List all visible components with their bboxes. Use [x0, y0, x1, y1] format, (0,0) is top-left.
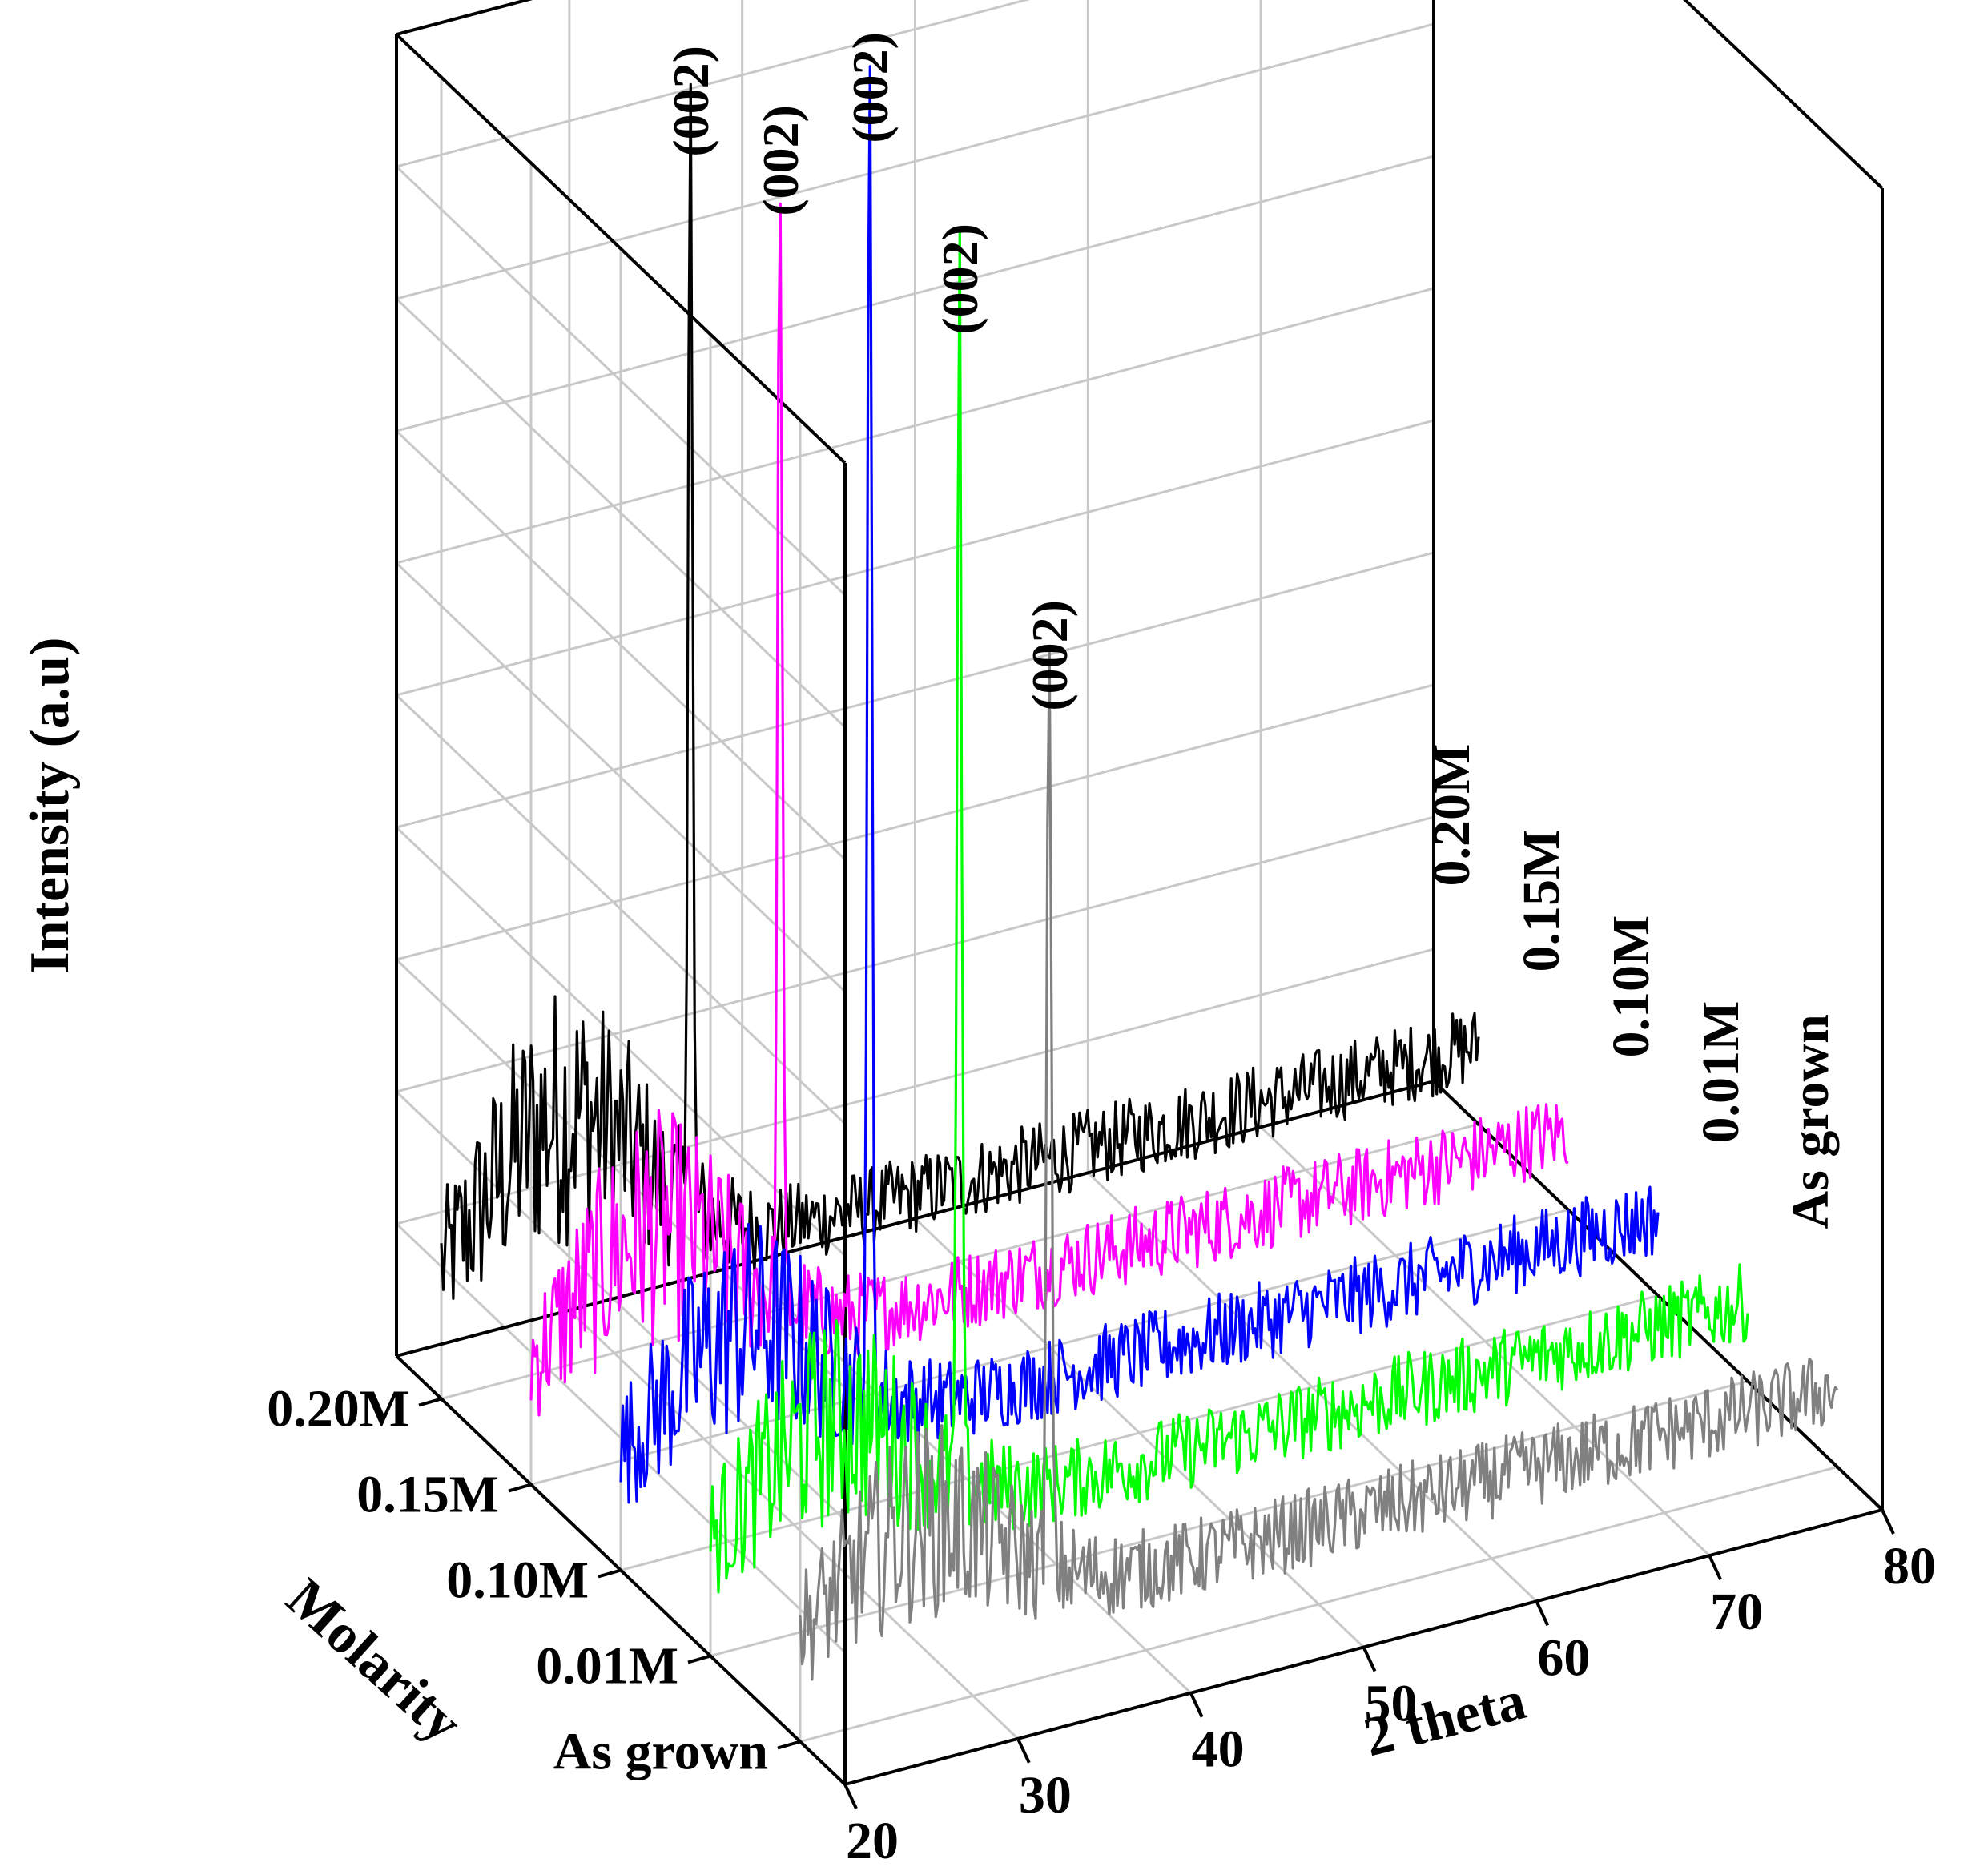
- peak-label: (002): [1021, 600, 1078, 711]
- x-tick-mark: [1708, 1555, 1722, 1581]
- grid-line: [396, 22, 1435, 300]
- grid-line: [620, 1294, 1659, 1571]
- frame-edge: [1683, 0, 1884, 190]
- x-tick-label: 40: [1192, 1720, 1245, 1779]
- series-end-label: 0.01M: [1692, 1001, 1750, 1144]
- grid-line: [396, 0, 1031, 168]
- z-axis-label: Intensity (a.u): [19, 637, 81, 973]
- x-tick-mark: [1189, 1692, 1204, 1718]
- x-tick-mark: [1362, 1646, 1377, 1672]
- y-tick-label: 0.15M: [356, 1466, 499, 1524]
- peak-label: (002): [932, 223, 988, 335]
- y-axis-label: Molarity: [275, 1567, 473, 1755]
- peak-label: (002): [752, 105, 809, 216]
- grid-line: [396, 683, 1435, 961]
- grid-line: [395, 561, 847, 993]
- grid-line: [396, 287, 1435, 565]
- peak-label: (002): [662, 46, 719, 157]
- grid-line: [395, 429, 847, 861]
- grid-lines: [395, 0, 1884, 1786]
- grid-line: [396, 419, 1435, 697]
- grid-line: [396, 815, 1435, 1093]
- y-tick-mark: [418, 1397, 442, 1407]
- grid-line: [799, 1466, 1838, 1743]
- x-tick-mark: [1881, 1509, 1895, 1535]
- series-end-label: As grown: [1781, 1014, 1840, 1229]
- y-tick-mark: [687, 1654, 711, 1664]
- grid-line: [395, 694, 847, 1125]
- frame-edge: [395, 33, 847, 465]
- y-tick-mark: [508, 1483, 532, 1493]
- series-line: [529, 202, 1569, 1417]
- series-end-label: 0.20M: [1423, 744, 1481, 887]
- series-line: [799, 651, 1839, 1681]
- grid-line: [395, 165, 847, 597]
- x-tick-label: 50: [1365, 1675, 1418, 1733]
- y-tick-label: 0.10M: [446, 1551, 589, 1610]
- x-tick-label: 30: [1019, 1766, 1072, 1825]
- grid-line: [396, 155, 1435, 433]
- x-tick-label: 80: [1883, 1537, 1936, 1595]
- series-end-label: 0.10M: [1602, 915, 1660, 1058]
- series-line: [440, 82, 1480, 1300]
- grid-line: [441, 1123, 1479, 1400]
- y-tick-label: 0.20M: [267, 1380, 409, 1438]
- series-end-label: 0.15M: [1512, 830, 1571, 972]
- y-tick-mark: [777, 1740, 801, 1750]
- x-tick-label: 70: [1710, 1583, 1763, 1641]
- grid-line: [395, 297, 847, 729]
- x-tick-mark: [1016, 1737, 1031, 1764]
- x-tick-label: 60: [1537, 1628, 1590, 1687]
- grid-line: [395, 826, 847, 1257]
- series-line: [709, 229, 1749, 1594]
- x-tick-mark: [843, 1784, 858, 1809]
- chart-labels: 2 theta Molarity Intensity (a.u) (002)0.…: [19, 32, 1936, 1870]
- x-tick-mark: [1535, 1600, 1550, 1627]
- y-tick-mark: [598, 1568, 622, 1579]
- grid-line: [396, 551, 1435, 829]
- peak-label: (002): [842, 32, 899, 143]
- series-traces: [440, 65, 1839, 1681]
- y-tick-label: 0.01M: [536, 1637, 678, 1696]
- y-tick-label: As grown: [553, 1723, 768, 1781]
- x-tick-label: 20: [846, 1812, 899, 1870]
- series-line: [619, 65, 1660, 1504]
